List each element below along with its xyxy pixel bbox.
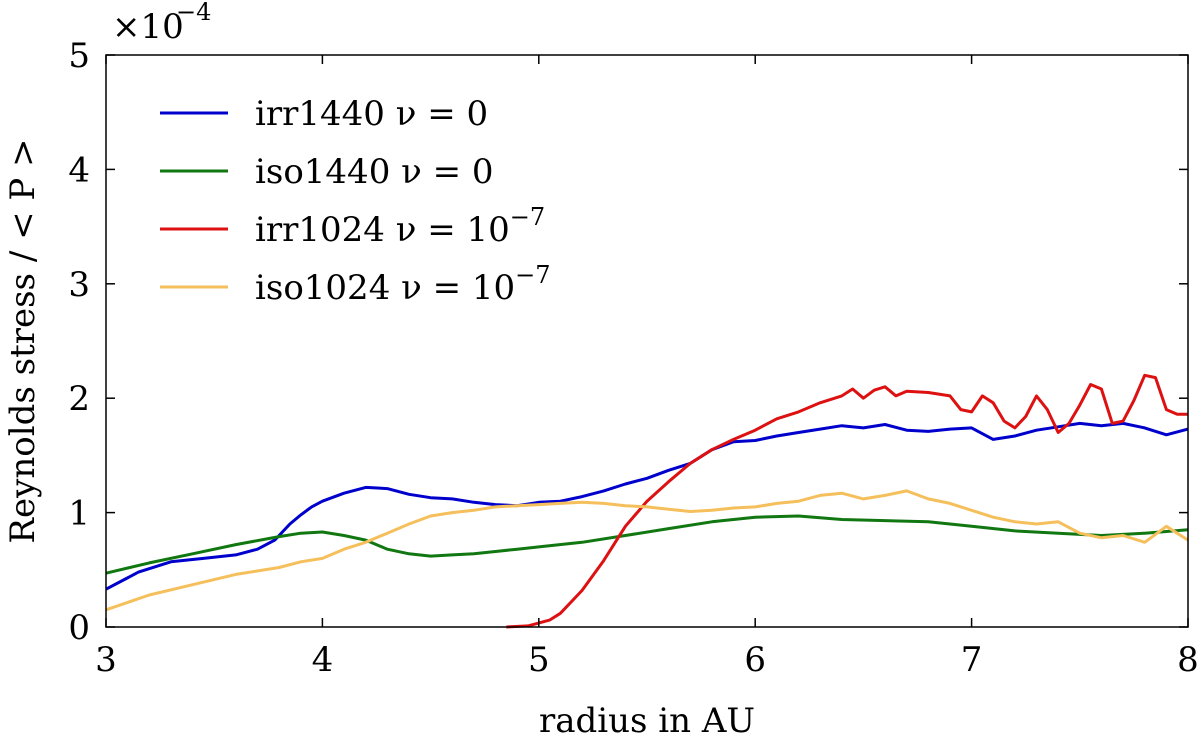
series-line-1 <box>105 421 1189 591</box>
y-scale-prefix: ×10 <box>112 7 184 47</box>
y-tick-label: 3 <box>68 265 90 305</box>
x-axis-title: radius in AU <box>539 701 755 741</box>
x-tick-label: 8 <box>1177 640 1199 680</box>
y-tick-label: 1 <box>68 494 90 534</box>
series-layer <box>105 373 1189 629</box>
legend-label-exponent: −7 <box>510 203 545 231</box>
legend-label-text: iso1440 ν = 0 <box>255 152 494 192</box>
series-line-3 <box>506 373 1188 629</box>
legend-label-text: irr1024 ν = 10 <box>255 210 510 250</box>
x-tick-label: 7 <box>961 640 983 680</box>
legend-label-1: irr1440 ν = 0 <box>255 94 488 134</box>
legend-label-4: iso1024 ν = 10−7 <box>255 261 551 308</box>
x-tick-label: 5 <box>528 640 550 680</box>
legend-label-3: irr1024 ν = 10−7 <box>255 203 545 250</box>
x-tick-label: 4 <box>312 640 334 680</box>
series-line-2 <box>105 514 1189 575</box>
legend-label-2: iso1440 ν = 0 <box>255 152 494 192</box>
y-tick-label: 5 <box>68 36 90 76</box>
y-scale-exponent: −4 <box>176 0 211 26</box>
legend-label-exponent: −7 <box>515 261 550 289</box>
series-line-4 <box>105 489 1189 612</box>
y-tick-label: 2 <box>68 379 90 419</box>
y-scale-label: ×10 −4 <box>112 0 211 47</box>
legend: irr1440 ν = 0 iso1440 ν = 0 irr1024 ν = 10… <box>160 94 551 308</box>
x-tick-label: 6 <box>744 640 766 680</box>
legend-label-text: iso1024 ν = 10 <box>255 268 515 308</box>
plot-frame <box>105 54 1189 628</box>
y-tick-label: 0 <box>68 608 90 648</box>
x-tick-label: 3 <box>95 640 117 680</box>
axes: 3 4 5 6 7 8 0 1 2 3 4 5 <box>68 36 1198 680</box>
legend-label-text: irr1440 ν = 0 <box>255 94 488 134</box>
y-axis-title: Reynolds stress / < P > <box>3 138 43 543</box>
y-tick-label: 4 <box>68 150 90 190</box>
